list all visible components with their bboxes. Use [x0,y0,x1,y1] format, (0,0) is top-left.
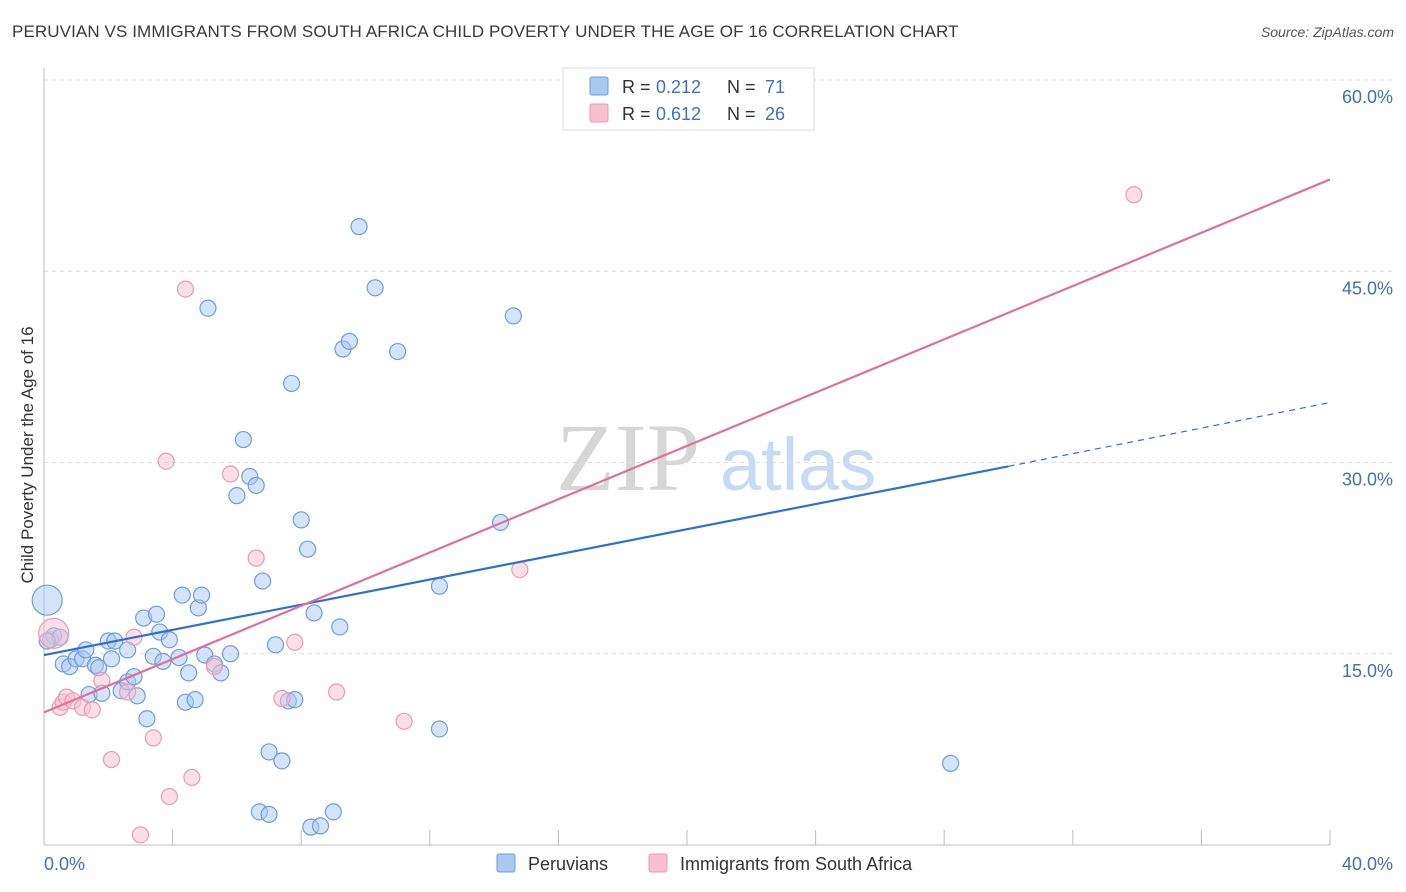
peruvians-point-46 [260,743,278,761]
south-africa-point-11 [131,826,150,844]
south-africa-point-18 [221,465,240,483]
trend-line-peruvians [43,465,1009,657]
trend-line-south-africa [43,178,1331,714]
south-africa-point-14 [160,787,178,806]
peruvians-point-14 [102,650,121,668]
chart-source: Source: ZipAtlas.com [1260,24,1394,40]
peruvians-point-66 [430,720,449,738]
trend-line-peruvians-extension [1008,401,1331,467]
south-africa-point-17 [205,657,223,676]
peruvians-point-49 [273,752,291,770]
legend-n-label-1: N = [727,77,756,97]
legend-r-value-1: 0.212 [656,77,701,97]
watermark-zip: ZIP [556,404,700,511]
peruvians-point-53 [292,511,310,529]
peruvians-point-58 [324,803,342,821]
bottom-legend-swatch-peruvians [496,853,516,873]
south-africa-point-23 [395,712,413,730]
peruvians-point-48 [266,636,285,654]
watermark-atlas: atlas [720,423,876,506]
y-tick-label-60: 60.0% [1342,87,1393,107]
south-africa-point-15 [176,280,195,298]
peruvians-point-47 [260,805,278,824]
peruvians-point-59 [331,618,349,636]
peruvians-point-34 [192,586,211,604]
bottom-legend-swatch-south-africa [648,853,668,873]
x-ticks [172,830,1331,845]
south-africa-point-6 [83,701,101,719]
peruvians-point-65 [430,577,449,595]
legend-n-label-2: N = [727,104,756,124]
series-south-africa [38,186,1143,844]
chart-title: PERUVIAN VS IMMIGRANTS FROM SOUTH AFRICA… [12,22,959,41]
south-africa-point-21 [286,633,304,651]
y-tick-label-15: 15.0% [1342,661,1393,681]
peruvians-point-41 [234,430,252,449]
peruvians-point-40 [228,487,246,505]
south-africa-point-0 [38,617,70,649]
bottom-legend-south-africa: Immigrants from South Africa [680,854,913,874]
legend-swatch-pink [589,103,609,123]
south-africa-point-25 [1125,186,1143,204]
peruvians-point-27 [160,631,178,649]
south-africa-point-20 [273,689,291,707]
x-tick-label-min: 0.0% [44,854,85,874]
south-africa-point-12 [144,729,162,747]
trend-lines [43,178,1331,714]
peruvians-point-39 [221,645,240,663]
south-africa-point-13 [157,452,175,470]
bottom-legend-peruvians: Peruvians [528,854,608,874]
peruvians-point-68 [504,307,522,325]
south-africa-point-9 [118,683,137,701]
peruvians-point-36 [199,299,217,317]
south-africa-point-8 [102,750,121,769]
peruvians-point-69 [942,754,960,773]
legend-n-value-2: 26 [765,104,785,124]
peruvians-point-63 [366,279,384,297]
legend-r-value-2: 0.612 [656,104,701,124]
y-tick-label-45: 45.0% [1342,278,1393,298]
legend-swatch-blue [589,76,609,96]
legend: R = 0.212 N = 71 R = 0.612 N = 26 [562,67,815,131]
bottom-legend: Peruvians Immigrants from South Africa [496,853,913,874]
series-peruvians [31,218,960,836]
peruvians-point-43 [247,476,265,495]
peruvians-point-24 [147,605,166,623]
legend-n-value-1: 71 [765,77,785,97]
peruvians-point-51 [282,374,301,393]
peruvians-point-31 [180,664,198,682]
peruvians-point-45 [254,572,272,590]
peruvians-point-64 [389,342,407,361]
gridlines [44,79,1393,655]
south-africa-point-22 [327,683,346,701]
peruvians-point-57 [311,817,330,835]
south-africa-point-19 [247,549,265,567]
peruvians-point-56 [305,604,323,622]
peruvians-point-29 [173,586,191,604]
peruvians-point-0 [31,584,63,616]
x-tick-label-max: 40.0% [1342,854,1393,874]
peruvians-point-54 [299,540,317,558]
peruvians-point-61 [340,332,359,350]
y-axis-label: Child Poverty Under the Age of 16 [18,326,37,583]
peruvians-point-32 [186,691,204,709]
legend-r-label-2: R = [622,104,651,124]
south-africa-point-16 [183,768,201,787]
y-tick-labels: 15.0% 30.0% 45.0% 60.0% [1342,87,1393,681]
legend-r-label-1: R = [622,77,651,97]
peruvians-point-62 [350,218,368,236]
y-tick-label-30: 30.0% [1342,470,1393,490]
peruvians-point-8 [77,641,95,659]
peruvians-point-22 [138,710,156,728]
